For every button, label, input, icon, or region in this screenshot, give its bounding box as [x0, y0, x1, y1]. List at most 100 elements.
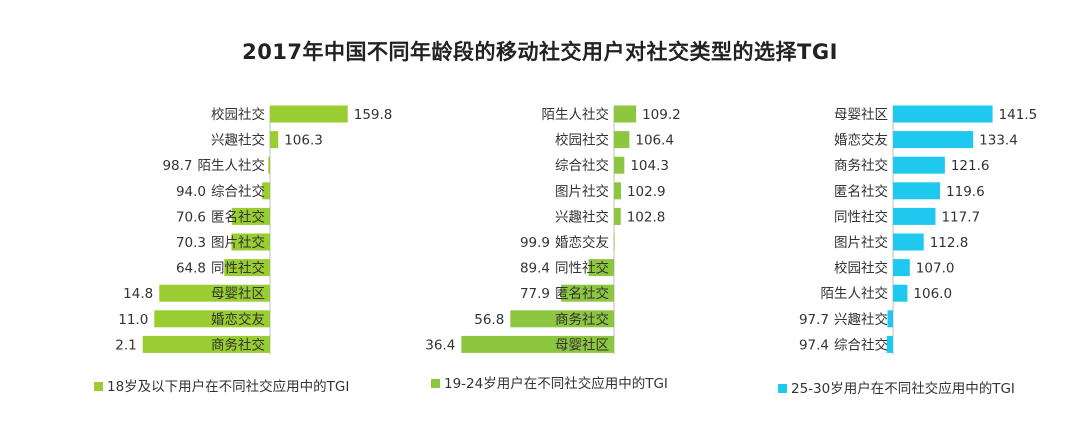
category-label: 母婴社区: [555, 337, 609, 353]
category-label: 综合社交: [211, 183, 265, 200]
value-label: 14.8: [123, 286, 153, 302]
bar: [614, 105, 637, 123]
category-label: 母婴社区: [834, 107, 888, 123]
bar: [887, 310, 893, 328]
bar: [893, 284, 908, 302]
value-label: 141.5: [999, 107, 1038, 123]
value-label: 2.1: [115, 337, 136, 353]
legend-item: 25-30岁用户在不同社交应用中的TGI: [778, 380, 1015, 397]
bar: [560, 284, 614, 302]
category-label: 校园社交: [555, 132, 609, 149]
legend-swatch: [778, 384, 787, 393]
category-label: 商务社交: [211, 336, 265, 353]
value-label: 94.0: [176, 184, 206, 200]
chart-title: 2017年中国不同年龄段的移动社交用户对社交类型的选择TGI: [242, 40, 838, 64]
bar: [224, 259, 270, 277]
value-label: 159.8: [354, 107, 393, 123]
bar: [142, 335, 270, 353]
value-label: 106.3: [284, 133, 323, 149]
value-label: 97.7: [799, 312, 829, 328]
category-label: 陌生人社交: [198, 157, 266, 174]
category-label: 婚恋交友: [555, 234, 609, 251]
value-label: 104.3: [630, 158, 669, 174]
category-label: 图片社交: [211, 234, 265, 251]
value-label: 102.9: [627, 184, 666, 200]
category-label: 同性社交: [834, 208, 888, 225]
category-label: 匿名社交: [834, 183, 888, 200]
category-label: 兴趣社交: [211, 132, 265, 149]
category-label: 匿名社交: [211, 208, 265, 225]
category-label: 同性社交: [211, 260, 265, 277]
value-label: 117.7: [941, 209, 980, 225]
bar: [613, 233, 615, 251]
value-label: 106.0: [913, 286, 952, 302]
category-label: 兴趣社交: [555, 208, 609, 225]
bar: [893, 259, 910, 277]
value-label: 97.4: [799, 337, 829, 353]
bar: [159, 284, 270, 302]
bar: [268, 156, 270, 174]
bar: [893, 105, 993, 123]
legend-item: 19-24岁用户在不同社交应用中的TGI: [431, 375, 668, 392]
category-label: 同性社交: [555, 260, 609, 277]
category-label: 综合社交: [834, 336, 888, 353]
value-label: 64.8: [176, 261, 206, 277]
bar: [893, 131, 974, 149]
value-label: 70.6: [176, 209, 206, 225]
bar: [886, 335, 893, 353]
value-label: 121.6: [951, 158, 990, 174]
legend-item: 18岁及以下用户在不同社交应用中的TGI: [94, 378, 349, 395]
value-label: 11.0: [118, 312, 148, 328]
value-label: 70.3: [176, 235, 206, 251]
bar: [614, 207, 621, 225]
value-label: 106.4: [635, 133, 674, 149]
category-label: 综合社交: [555, 157, 609, 174]
bar: [231, 233, 270, 251]
value-label: 109.2: [642, 107, 681, 123]
value-label: 133.4: [979, 133, 1018, 149]
value-label: 89.4: [520, 261, 550, 277]
value-label: 77.9: [520, 286, 550, 302]
category-label: 校园社交: [211, 106, 265, 123]
legend-swatch: [431, 379, 440, 388]
category-label: 匿名社交: [555, 285, 609, 302]
category-label: 图片社交: [555, 183, 609, 200]
value-label: 56.8: [474, 312, 504, 328]
bar: [614, 131, 630, 149]
bar: [231, 207, 270, 225]
value-label: 36.4: [425, 337, 455, 353]
category-label: 母婴社区: [211, 286, 265, 302]
category-label: 婚恋交友: [834, 132, 888, 149]
bar: [270, 105, 348, 123]
bar: [893, 156, 945, 174]
value-label: 119.6: [946, 184, 985, 200]
bar: [262, 182, 270, 200]
category-label: 商务社交: [555, 311, 609, 328]
legend-label: 25-30岁用户在不同社交应用中的TGI: [791, 380, 1015, 397]
bar: [461, 335, 614, 353]
bar: [893, 182, 941, 200]
category-label: 陌生人社交: [542, 106, 610, 123]
bar: [893, 207, 936, 225]
legend-label: 18岁及以下用户在不同社交应用中的TGI: [107, 378, 349, 395]
chart-panel-1: 校园社交 159.8 兴趣社交 106.3 陌生人社交 98.7 综合社交 94.0 匿名社交 7…: [115, 105, 393, 355]
bar: [270, 131, 279, 149]
bar: [614, 156, 625, 174]
category-label: 校园社交: [834, 260, 888, 277]
chart-panel-3: 母婴社区 141.5 婚恋交友 133.4 商务社交 121.6 匿名社交 119.6 同性社交…: [799, 105, 1038, 355]
bar: [510, 310, 614, 328]
chart-panel-2: 陌生人社交 109.2 校园社交 106.4 综合社交 104.3 图片社交 102.9 兴趣社…: [425, 105, 681, 355]
bar: [588, 259, 614, 277]
value-label: 99.9: [520, 235, 550, 251]
bar: [614, 182, 621, 200]
value-label: 112.8: [930, 235, 969, 251]
bar: [154, 310, 270, 328]
value-label: 102.8: [627, 209, 666, 225]
legend-label: 19-24岁用户在不同社交应用中的TGI: [444, 375, 668, 392]
category-label: 婚恋交友: [211, 311, 265, 328]
category-label: 兴趣社交: [834, 311, 888, 328]
value-label: 98.7: [162, 158, 192, 174]
category-label: 图片社交: [834, 234, 888, 251]
